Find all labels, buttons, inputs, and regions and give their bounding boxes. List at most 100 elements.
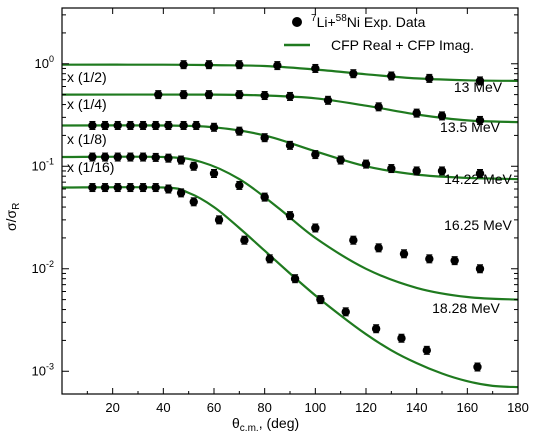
x-tick-label-20: 20 (105, 400, 119, 415)
legend-text-ni: Ni Exp. Data (347, 14, 426, 30)
data-point-series-2-3 (126, 121, 135, 130)
x-tick-label-140: 140 (406, 400, 428, 415)
data-point-series-2-19 (475, 169, 485, 178)
data-point-series-1-2 (204, 90, 214, 99)
data-point-series-3-0 (88, 152, 97, 162)
data-point-series-2-2 (113, 121, 122, 130)
data-point-series-2-0 (88, 121, 97, 130)
data-point-series-1-4 (260, 91, 269, 100)
x-tick-label-40: 40 (156, 400, 170, 415)
ticks-layer: 20 40 60 80 100 120 140 160 180 10-3 10-2 10-1 100 (32, 8, 529, 415)
x-axis-title-sub: c.m. (240, 423, 259, 434)
data-point-series-0-1 (204, 60, 214, 69)
series-label-0: 13 MeV (454, 79, 503, 95)
x-tick-label-100: 100 (304, 400, 326, 415)
x-tick-label-180: 180 (507, 400, 529, 415)
legend-marker-data (292, 17, 302, 27)
data-point-series-4-0 (88, 183, 97, 192)
y-tick-label-1: 10-2 (32, 259, 54, 276)
data-point-series-2-15 (361, 159, 371, 169)
series-label-2: 14.22 MeV (444, 171, 512, 187)
data-point-series-1-1 (179, 90, 188, 99)
scale-label-1: x (1/2) (67, 69, 107, 85)
data-point-series-1-8 (412, 108, 421, 118)
data-point-series-3-15 (374, 243, 383, 253)
data-point-series-2-7 (179, 121, 188, 130)
data-point-series-3-8 (189, 162, 198, 171)
data-point-series-0-4 (311, 64, 320, 73)
y-tick-label-0: 10-3 (32, 361, 54, 378)
data-point-series-3-4 (138, 152, 148, 162)
series-label-3: 16.25 MeV (444, 217, 512, 233)
legend-text-fit: CFP Real + CFP Imag. (331, 37, 474, 53)
y-tick-label-2: 10-1 (32, 156, 54, 173)
data-point-series-4-16 (397, 334, 406, 343)
data-point-series-4-13 (316, 295, 325, 304)
data-point-series-4-18 (473, 362, 482, 372)
data-point-series-4-12 (290, 274, 300, 283)
data-point-series-3-3 (126, 152, 135, 162)
legend-text-data: 7Li+58Ni Exp. Data (311, 13, 426, 30)
data-point-series-3-1 (100, 152, 110, 162)
data-point-series-2-18 (437, 166, 447, 176)
data-point-series-0-0 (179, 60, 188, 69)
data-point-series-3-16 (399, 249, 409, 258)
x-axis-title-main: θ (232, 415, 240, 431)
data-point-series-1-7 (374, 102, 383, 112)
y-axis-title-sub: R (11, 203, 22, 210)
plot-layer: 13 MeV 13.5 MeV x (1/2) 14.22 MeV x (1/4) 16.… (61, 60, 519, 389)
data-point-series-0-5 (349, 69, 358, 78)
legend-sup-58: 58 (336, 13, 348, 24)
data-point-series-3-14 (349, 235, 358, 245)
data-point-series-2-14 (336, 155, 345, 165)
data-point-series-4-7 (176, 188, 186, 198)
data-point-series-1-9 (437, 111, 447, 121)
scale-label-2: x (1/4) (67, 96, 107, 112)
data-point-series-2-9 (209, 123, 219, 132)
data-point-series-2-10 (235, 126, 244, 136)
data-point-series-3-10 (235, 181, 244, 190)
y-tick-label-3: 100 (35, 54, 54, 71)
data-point-series-2-11 (260, 133, 269, 142)
data-point-series-3-12 (285, 211, 295, 220)
data-point-series-4-2 (113, 183, 122, 192)
data-point-series-4-10 (240, 235, 249, 245)
data-point-series-3-19 (475, 264, 485, 273)
series-label-1: 13.5 MeV (440, 119, 501, 135)
data-point-series-4-8 (189, 197, 198, 207)
data-point-series-0-2 (235, 60, 244, 69)
legend: 7Li+58Ni Exp. Data CFP Real + CFP Imag. (284, 13, 474, 53)
data-point-series-2-8 (192, 121, 201, 130)
data-point-series-2-13 (311, 150, 320, 159)
data-point-series-3-9 (209, 169, 219, 178)
data-point-series-4-5 (151, 183, 160, 192)
scale-label-4: x (1/16) (67, 159, 114, 175)
fit-curve-series-0 (61, 63, 519, 82)
data-point-series-1-3 (235, 90, 244, 99)
data-point-series-3-13 (311, 223, 320, 233)
data-point-series-4-14 (341, 307, 350, 317)
data-point-series-2-1 (100, 121, 110, 130)
scale-label-3: x (1/8) (67, 131, 107, 147)
x-axis-title-unit: , (deg) (259, 415, 299, 431)
series-label-4: 18.28 MeV (432, 300, 500, 316)
data-point-series-3-7 (176, 155, 186, 165)
data-point-series-4-15 (371, 324, 381, 333)
data-point-series-0-7 (425, 74, 434, 83)
data-point-series-4-1 (100, 183, 110, 192)
x-tick-label-120: 120 (355, 400, 377, 415)
data-point-series-4-3 (126, 183, 135, 192)
data-point-series-4-4 (138, 183, 148, 192)
data-point-series-1-10 (475, 116, 485, 125)
data-point-series-3-11 (260, 192, 269, 202)
data-point-series-2-12 (285, 141, 295, 150)
data-point-series-2-6 (164, 121, 173, 130)
data-point-series-3-2 (113, 152, 122, 162)
data-point-series-1-6 (323, 96, 333, 105)
data-point-series-0-6 (387, 71, 396, 81)
x-tick-label-60: 60 (207, 400, 221, 415)
x-axis-title: θc.m., (deg) (232, 415, 299, 434)
fit-curve-series-2 (61, 124, 519, 181)
data-point-series-3-5 (151, 153, 160, 162)
y-axis-title-main: σ/σ (3, 209, 19, 231)
